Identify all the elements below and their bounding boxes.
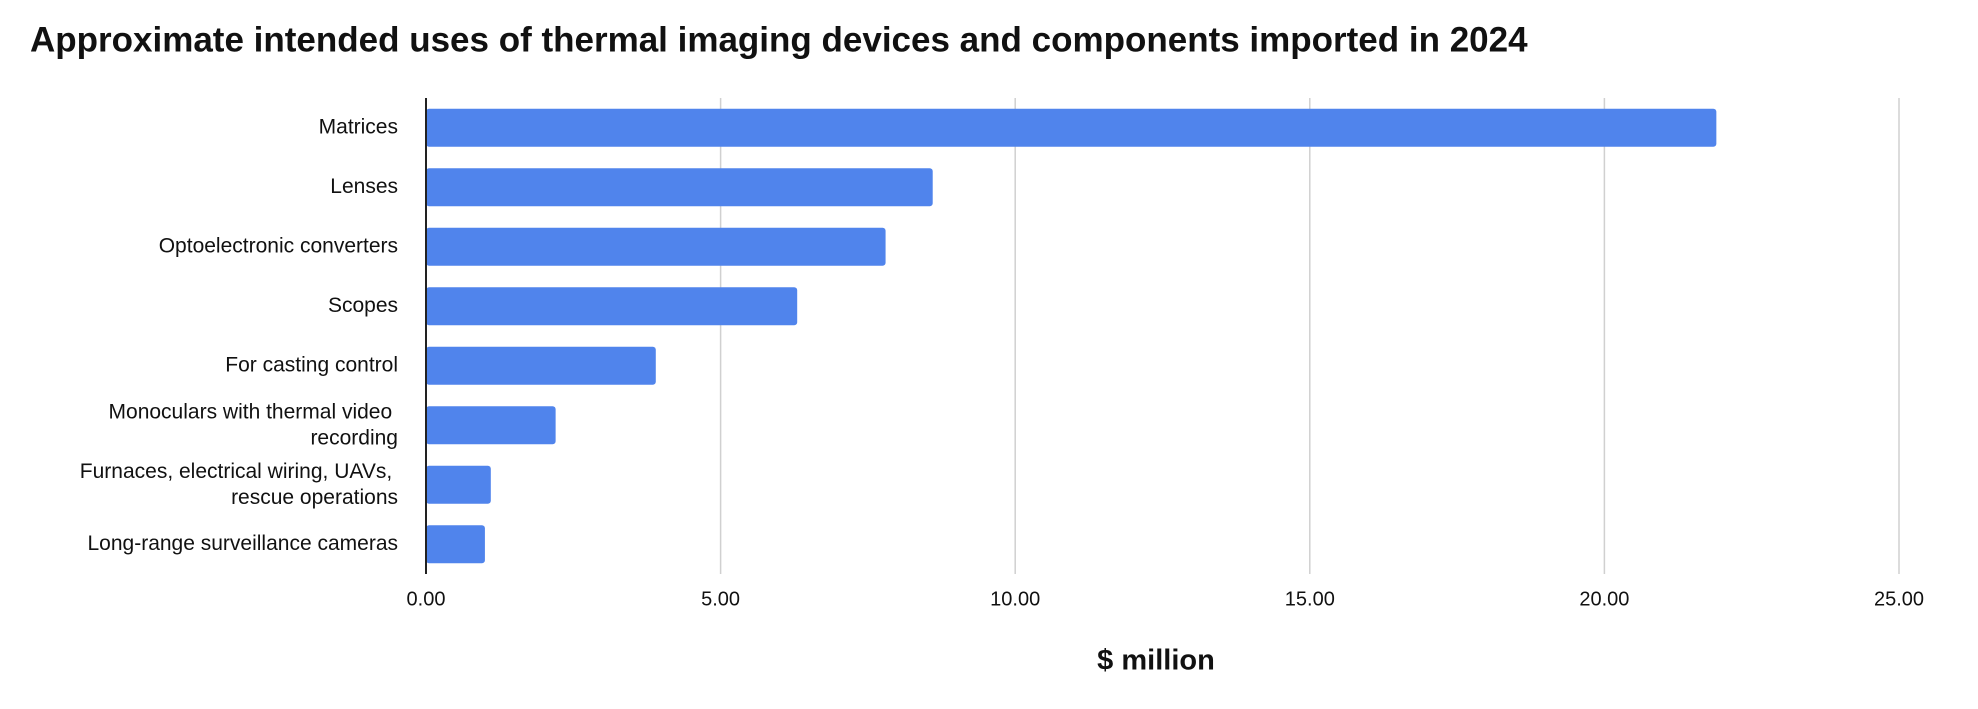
x-tick-label: 20.00 bbox=[1579, 588, 1629, 610]
y-tick-label: For casting control bbox=[225, 353, 398, 376]
y-tick-label: Furnaces, electrical wiring, UAVs, rescu… bbox=[80, 459, 398, 508]
y-tick-label: Optoelectronic converters bbox=[159, 234, 398, 257]
x-tick-label: 5.00 bbox=[701, 588, 740, 610]
x-tick-label: 15.00 bbox=[1285, 588, 1335, 610]
bar bbox=[426, 406, 556, 445]
bar bbox=[426, 168, 933, 207]
bar bbox=[426, 465, 491, 504]
x-tick-label: 10.00 bbox=[990, 588, 1040, 610]
bar bbox=[426, 227, 886, 266]
chart-title: Approximate intended uses of thermal ima… bbox=[30, 20, 1528, 59]
x-tick-label: 0.00 bbox=[407, 588, 446, 610]
bar bbox=[426, 287, 798, 326]
bar bbox=[426, 346, 656, 385]
x-tick-label: 25.00 bbox=[1874, 588, 1924, 610]
y-tick-label: Lenses bbox=[330, 175, 398, 198]
bar bbox=[426, 525, 485, 564]
bar bbox=[426, 108, 1717, 147]
y-tick-label: Monoculars with thermal video recording bbox=[109, 400, 398, 449]
y-tick-label: Scopes bbox=[328, 294, 398, 317]
y-tick-label: Matrices bbox=[319, 115, 398, 138]
y-tick-label: Long-range surveillance cameras bbox=[88, 532, 399, 555]
x-axis-title: $ million bbox=[1097, 645, 1215, 677]
